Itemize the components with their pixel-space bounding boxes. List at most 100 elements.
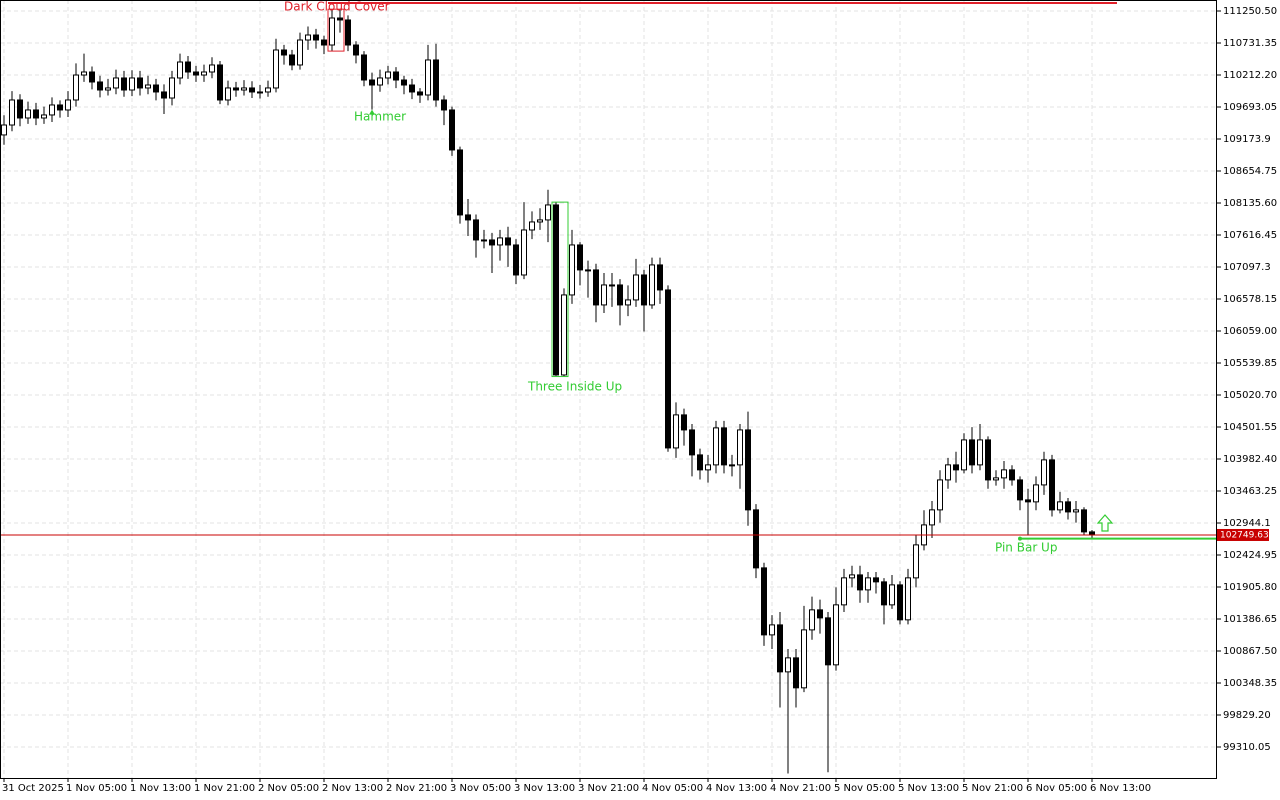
candle-body xyxy=(121,77,127,91)
candle-body xyxy=(329,17,335,46)
candle-body xyxy=(737,429,743,466)
candle-body xyxy=(801,629,807,689)
candle-body xyxy=(241,87,247,91)
candle-body xyxy=(873,577,879,583)
candle-body xyxy=(465,214,471,221)
candle-body xyxy=(753,509,759,569)
candle-body xyxy=(769,624,775,636)
candle-body xyxy=(497,237,503,246)
candle-body xyxy=(105,87,111,91)
x-tick-label: 2 Nov 13:00 xyxy=(322,783,383,794)
current-price-label: 102749.63 xyxy=(1220,530,1269,540)
y-tick-label: 99310.05 xyxy=(1223,742,1271,753)
candle-body xyxy=(905,577,911,621)
x-tick-label: 2 Nov 21:00 xyxy=(386,783,447,794)
candle-body xyxy=(249,87,255,93)
candle-body xyxy=(977,439,983,466)
candle-body xyxy=(17,99,23,119)
candle-body xyxy=(593,269,599,306)
candle-body xyxy=(577,244,583,271)
y-tick-label: 106578.15 xyxy=(1223,294,1277,305)
candle-body xyxy=(161,91,167,99)
y-tick-label: 99829.20 xyxy=(1223,710,1271,721)
y-tick-label: 103982.40 xyxy=(1223,454,1277,465)
candle-body xyxy=(297,39,303,66)
candle-body xyxy=(745,429,751,511)
candle-body xyxy=(385,71,391,79)
candle-body xyxy=(609,284,615,287)
candle-body xyxy=(473,219,479,241)
candle-body xyxy=(481,239,487,242)
candle-body xyxy=(809,609,815,631)
candle-body xyxy=(1009,469,1015,481)
candle-body xyxy=(233,87,239,91)
candle-body xyxy=(881,581,887,606)
candle-body xyxy=(65,99,71,111)
y-tick-label: 104501.55 xyxy=(1223,422,1277,433)
candle-body xyxy=(601,284,607,306)
x-tick-label: 1 Nov 13:00 xyxy=(130,783,191,794)
candle-body xyxy=(953,464,959,471)
plot-frame xyxy=(0,0,1217,779)
x-tick-label: 4 Nov 13:00 xyxy=(706,783,767,794)
y-tick-label: 109173.9 xyxy=(1223,134,1271,145)
candle-body xyxy=(673,414,679,449)
candle-body xyxy=(937,479,943,511)
candle-body xyxy=(137,77,143,89)
candle-body xyxy=(1057,501,1063,511)
candle-body xyxy=(705,464,711,471)
candle-body xyxy=(345,19,351,46)
candle-body xyxy=(1,124,7,136)
x-tick-label: 31 Oct 2025 xyxy=(2,783,64,794)
candle-body xyxy=(777,624,783,673)
pattern-label: Pin Bar Up xyxy=(995,541,1057,555)
x-tick-label: 6 Nov 13:00 xyxy=(1090,783,1151,794)
x-tick-label: 1 Nov 05:00 xyxy=(66,783,127,794)
candle-body xyxy=(49,104,55,116)
pattern-box xyxy=(327,8,345,52)
candle-body xyxy=(169,77,175,99)
candle-body xyxy=(633,274,639,301)
y-tick-label: 102944.1 xyxy=(1223,518,1271,529)
candle-body xyxy=(145,84,151,89)
candle-body xyxy=(185,61,191,73)
candle-body xyxy=(681,414,687,431)
candle-body xyxy=(73,74,79,101)
candle-body xyxy=(713,427,719,466)
candle-body xyxy=(273,49,279,89)
candle-body xyxy=(961,439,967,471)
current-price-box xyxy=(1217,528,1269,541)
candle-body xyxy=(545,204,551,221)
candle-body xyxy=(401,79,407,86)
pattern-box xyxy=(551,201,569,378)
candle-body xyxy=(969,439,975,466)
candle-body xyxy=(817,609,823,619)
candle-body xyxy=(729,464,735,467)
x-tick-label: 5 Nov 13:00 xyxy=(898,783,959,794)
candle-body xyxy=(913,544,919,579)
candle-body xyxy=(665,289,671,449)
y-tick-label: 101386.65 xyxy=(1223,614,1277,625)
pattern-marker xyxy=(1018,536,1022,541)
candle-body xyxy=(177,61,183,79)
x-tick-label: 4 Nov 21:00 xyxy=(770,783,831,794)
candle-body xyxy=(153,84,159,93)
overlay: Dark Cloud Cover Hammer Three Inside Up Pin… xyxy=(0,0,1269,555)
candle-body xyxy=(857,574,863,591)
candle-body xyxy=(289,54,295,66)
candle-body xyxy=(585,269,591,272)
x-tick-label: 5 Nov 05:00 xyxy=(834,783,895,794)
candle-body xyxy=(425,59,431,96)
candle-body xyxy=(897,584,903,621)
x-tick-label: 3 Nov 21:00 xyxy=(578,783,639,794)
candle-body xyxy=(129,77,135,91)
candle-body xyxy=(457,149,463,216)
y-tick-label: 101905.80 xyxy=(1223,582,1277,593)
candle-body xyxy=(409,84,415,93)
candle-body xyxy=(265,87,271,93)
candle-body xyxy=(9,99,15,126)
candle-body xyxy=(449,109,455,151)
